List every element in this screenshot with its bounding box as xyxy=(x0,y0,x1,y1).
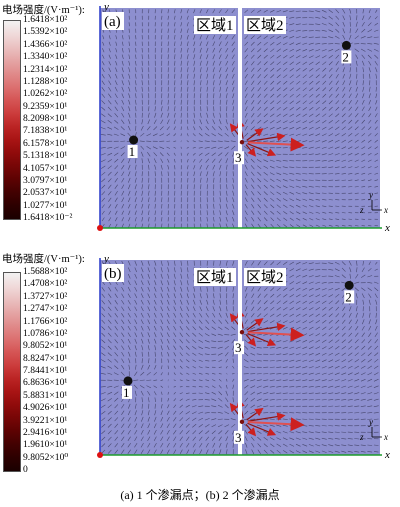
figure-caption: (a) 1 个渗漏点；(b) 2 个渗漏点 xyxy=(120,488,280,502)
colorbar-tick-label: 1.2747×10² xyxy=(23,303,68,315)
colorbar-tick-label: 1.0262×10² xyxy=(23,88,68,100)
triad-label-z: z xyxy=(359,205,364,215)
colorbar-tick-label: 1.0277×10¹ xyxy=(23,199,68,211)
colorbar xyxy=(3,272,21,472)
colorbar-tick-label: 9.2359×10¹ xyxy=(23,100,68,112)
axis-triad: xyz xyxy=(359,417,388,442)
point-label-3: 3 xyxy=(235,430,242,445)
colorbar-tick-label: 0 xyxy=(23,464,28,476)
region-1-label: 区域1 xyxy=(196,269,234,286)
leak-point xyxy=(239,419,245,425)
field-vectors xyxy=(100,8,379,229)
origin-marker xyxy=(97,225,103,231)
panel-a: 电场强度/(V·m⁻¹): 1.6418×10² 1.5392×10² 1.4366… xyxy=(0,0,400,250)
point-label-1: 1 xyxy=(123,385,130,400)
leak-point xyxy=(239,140,245,145)
point-label-3: 3 xyxy=(235,340,242,355)
electrode-2 xyxy=(344,280,354,290)
panel-letter: (a) xyxy=(104,14,121,30)
electrode-1 xyxy=(123,376,133,386)
colorbar-tick-label: 1.5688×10² xyxy=(23,266,68,278)
colorbar-tick-label: 1.1288×10² xyxy=(23,76,68,88)
point-label-bg xyxy=(234,430,244,444)
x-axis-label: x xyxy=(384,449,390,461)
colorbar xyxy=(3,20,21,220)
triad-label-x: x xyxy=(383,205,388,215)
triad-label-y: y xyxy=(368,417,373,427)
colorbar-tick-label: 5.1318×10¹ xyxy=(23,150,68,162)
triad-label-y: y xyxy=(368,190,373,200)
point-label-bg xyxy=(122,385,132,399)
colorbar-tick-label: 2.0537×10¹ xyxy=(23,187,68,199)
colorbar-tick-label: 8.2098×10¹ xyxy=(23,113,68,125)
colorbar-title: 电场强度/(V·m⁻¹): xyxy=(2,5,85,16)
region-1-label: 区域1 xyxy=(196,17,234,34)
region-2-label-bg xyxy=(244,268,286,286)
electrode-1 xyxy=(129,135,139,145)
point-label-3: 3 xyxy=(235,150,242,165)
colorbar-tick-label: 1.1766×10² xyxy=(23,315,68,327)
point-label-bg xyxy=(344,290,355,304)
colorbar-tick-label: 7.8441×10¹ xyxy=(23,365,68,377)
colorbar-tick-label: 1.4366×10² xyxy=(23,38,68,50)
colorbar-tick-label: 1.6418×10⁻² xyxy=(23,212,73,224)
origin-marker xyxy=(97,452,103,458)
point-label-bg xyxy=(127,145,138,158)
colorbar-tick-label: 9.8052×10⁰ xyxy=(23,451,69,463)
panel-letter: (b) xyxy=(104,266,122,282)
colorbar-title: 电场强度/(V·m⁻¹): xyxy=(2,254,85,265)
colorbar-tick-label: 4.9026×10¹ xyxy=(23,402,68,414)
colorbar-tick-label: 8.8247×10¹ xyxy=(23,352,68,364)
triad-label-z: z xyxy=(359,432,364,442)
region-1-label-bg xyxy=(194,16,236,34)
colorbar-tick-label: 4.1057×10¹ xyxy=(23,162,68,174)
colorbar-tick-label: 1.3340×10² xyxy=(23,51,68,63)
region-1-label-bg xyxy=(194,268,236,286)
region-2-label-bg xyxy=(244,16,286,34)
colorbar-tick-label: 5.8831×10¹ xyxy=(23,389,68,401)
panel-letter-bg xyxy=(102,12,124,30)
region-2-label: 区域2 xyxy=(246,269,284,286)
panel-letter-bg xyxy=(102,264,124,282)
leak-point xyxy=(239,329,245,335)
point-label-bg xyxy=(234,341,244,355)
electrode-2 xyxy=(341,40,351,50)
point-label-bg xyxy=(234,151,244,165)
point-label-1: 1 xyxy=(129,144,136,159)
colorbar-tick-label: 1.0786×10² xyxy=(23,328,68,340)
triad-label-x: x xyxy=(383,432,388,442)
point-label-bg xyxy=(341,50,352,64)
colorbar-tick-label: 3.9221×10¹ xyxy=(23,414,68,426)
x-axis-label: x xyxy=(384,222,390,234)
colorbar-tick-label: 6.1578×10¹ xyxy=(23,137,68,149)
colorbar-tick-label: 1.9610×10¹ xyxy=(23,439,68,451)
point-label-2: 2 xyxy=(342,49,349,64)
colorbar-tick-label: 9.8052×10¹ xyxy=(23,340,68,352)
y-axis-label: y xyxy=(103,253,109,265)
colorbar-tick-label: 1.6418×10² xyxy=(23,14,68,26)
point-label-2: 2 xyxy=(345,289,352,304)
colorbar-tick-label: 6.8636×10¹ xyxy=(23,377,68,389)
panel-b: 电场强度/(V·m⁻¹): 1.5688×10² 1.4708×10² 1.3727… xyxy=(0,252,400,477)
y-axis-label: y xyxy=(103,1,109,13)
region-2-label: 区域2 xyxy=(246,17,284,34)
colorbar-tick-label: 3.0797×10¹ xyxy=(23,175,68,187)
colorbar-tick-label: 1.5392×10² xyxy=(23,26,68,38)
colorbar-tick-label: 1.4708×10² xyxy=(23,278,68,290)
colorbar-tick-label: 1.2314×10² xyxy=(23,63,68,75)
axis-triad: xyz xyxy=(359,190,388,215)
colorbar-tick-label: 7.1838×10¹ xyxy=(23,125,68,137)
colorbar-tick-label: 2.9416×10¹ xyxy=(23,427,68,439)
colorbar-tick-label: 1.3727×10² xyxy=(23,290,68,302)
